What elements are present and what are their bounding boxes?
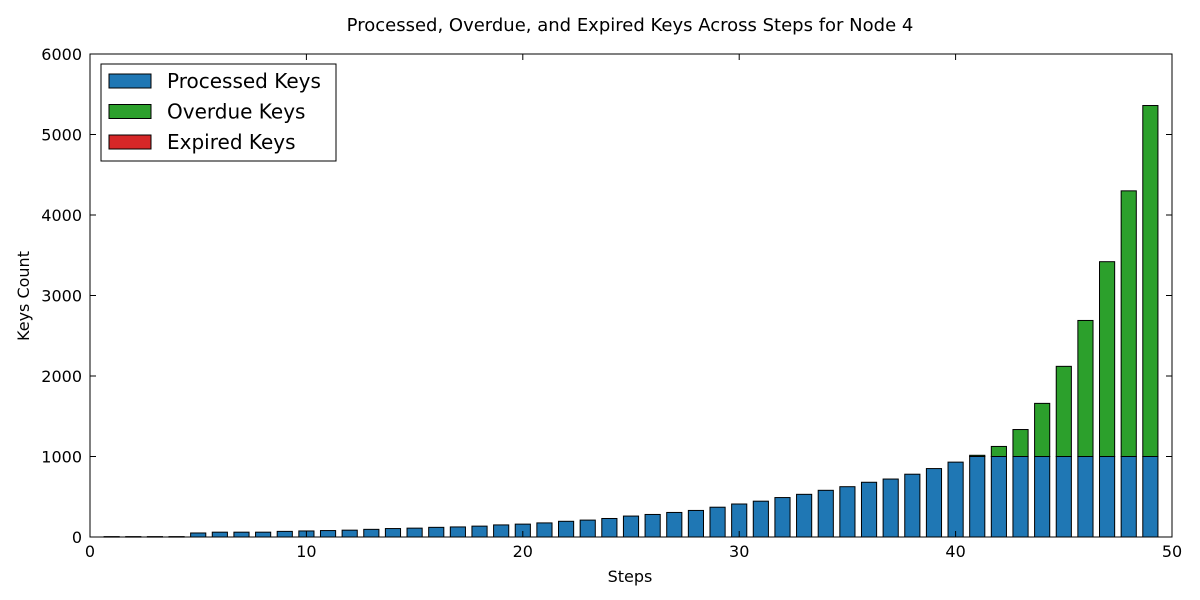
- bar-processed-keys-step-8: [255, 531, 272, 538]
- bar-processed-keys-step-6: [211, 531, 228, 538]
- bar-processed-keys-step-18: [471, 525, 488, 538]
- bar-processed-keys-step-15: [406, 527, 423, 538]
- bar-processed-keys-step-14: [384, 528, 402, 538]
- bar-processed-keys-step-26: [644, 513, 661, 538]
- x-axis-ticks: 0 10 20 30 40 50: [85, 54, 1182, 561]
- bar-overdue-keys-step-47: [1099, 261, 1116, 457]
- bar-processed-keys-step-19: [493, 524, 510, 538]
- bars-group: [103, 105, 1159, 538]
- bar-processed-keys-step-11: [319, 530, 337, 538]
- bar-processed-keys-step-16: [428, 526, 445, 538]
- bar-processed-keys-step-23: [579, 519, 596, 538]
- y-tick-label: 1000: [41, 448, 82, 467]
- bar-processed-keys-step-17: [449, 526, 466, 538]
- x-tick-label: 30: [729, 542, 749, 561]
- bar-overdue-keys-step-49: [1142, 105, 1159, 458]
- legend-swatch-expired-keys: [108, 134, 152, 150]
- y-tick-label: 0: [72, 528, 82, 547]
- bar-processed-keys-step-22: [558, 520, 575, 538]
- bar-overdue-keys-step-42: [990, 445, 1007, 458]
- chart-title: Processed, Overdue, and Expired Keys Acr…: [347, 15, 914, 36]
- x-tick-label: 50: [1162, 542, 1182, 561]
- y-tick-label: 2000: [41, 367, 82, 386]
- bar-overdue-keys-step-48: [1120, 190, 1137, 457]
- legend: Processed Keys Overdue Keys Expired Keys: [100, 63, 337, 162]
- bar-processed-keys-step-12: [341, 529, 358, 538]
- bar-processed-keys-step-33: [796, 493, 813, 538]
- y-axis-label: Keys Count: [14, 251, 33, 341]
- bar-processed-keys-step-31: [752, 500, 769, 538]
- bar-processed-keys-step-34: [817, 489, 834, 538]
- bar-processed-keys-step-32: [774, 497, 791, 538]
- x-axis-label: Steps: [608, 567, 653, 586]
- bar-overdue-keys-step-46: [1077, 319, 1094, 457]
- x-tick-label: 10: [296, 542, 316, 561]
- bar-processed-keys-step-21: [536, 522, 553, 538]
- y-tick-label: 4000: [41, 206, 82, 225]
- bar-processed-keys-step-41: [969, 456, 986, 538]
- bar-overdue-keys-step-41: [969, 454, 986, 458]
- bar-processed-keys-step-24: [601, 517, 618, 538]
- bar-processed-keys-step-42: [990, 456, 1007, 538]
- bar-overdue-keys-step-45: [1055, 365, 1072, 457]
- bar-processed-keys-step-43: [1012, 456, 1029, 538]
- legend-swatch-overdue-keys: [108, 104, 152, 119]
- bar-overdue-keys-step-43: [1012, 429, 1029, 457]
- y-tick-label: 6000: [41, 45, 82, 64]
- bar-processed-keys-step-35: [839, 486, 856, 538]
- y-axis-ticks: 0 1000 2000 3000 4000 5000 6000: [41, 45, 1172, 547]
- bar-processed-keys-step-28: [687, 509, 704, 538]
- bar-processed-keys-step-38: [904, 473, 921, 538]
- bar-processed-keys-step-5: [190, 532, 207, 538]
- bar-processed-keys-step-27: [666, 511, 683, 538]
- x-tick-label: 40: [945, 542, 965, 561]
- x-tick-label: 20: [513, 542, 533, 561]
- legend-label: Processed Keys: [167, 69, 321, 93]
- legend-label: Overdue Keys: [167, 100, 305, 124]
- y-tick-label: 5000: [41, 126, 82, 145]
- bar-processed-keys-step-36: [860, 481, 878, 538]
- bar-processed-keys-step-25: [622, 515, 640, 538]
- bar-processed-keys-step-9: [276, 530, 293, 538]
- bar-processed-keys-step-44: [1034, 456, 1051, 538]
- x-tick-label: 0: [85, 542, 95, 561]
- bar-overdue-keys-step-44: [1034, 402, 1051, 457]
- bar-processed-keys-step-7: [233, 531, 250, 538]
- legend-label: Expired Keys: [167, 130, 296, 154]
- bar-processed-keys-step-45: [1055, 456, 1072, 538]
- y-tick-label: 3000: [41, 287, 82, 306]
- bar-processed-keys-step-37: [882, 478, 899, 538]
- bar-processed-keys-step-40: [947, 461, 964, 538]
- bar-processed-keys-step-46: [1077, 456, 1094, 538]
- bar-processed-keys-step-39: [925, 468, 943, 538]
- bar-processed-keys-step-13: [363, 528, 380, 538]
- bar-processed-keys-step-48: [1120, 456, 1137, 538]
- legend-swatch-processed-keys: [108, 73, 152, 89]
- bar-processed-keys-step-47: [1099, 456, 1116, 538]
- bar-processed-keys-step-29: [709, 506, 726, 538]
- bar-processed-keys-step-49: [1142, 456, 1159, 538]
